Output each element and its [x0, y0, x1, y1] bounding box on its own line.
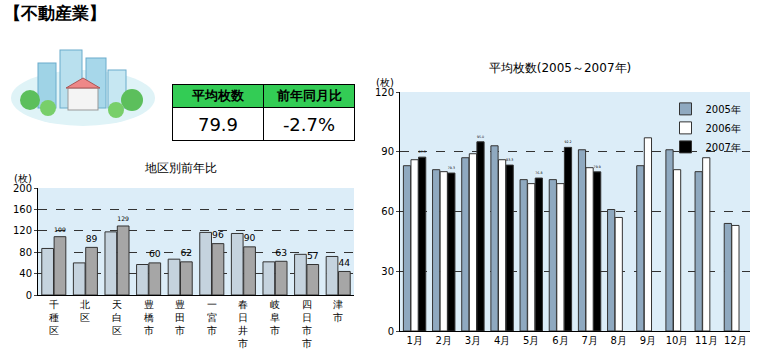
svg-text:津市: 津市 — [333, 299, 343, 323]
html-text:-2.7%: -2.7% — [282, 113, 336, 135]
svg-text:92.2: 92.2 — [564, 140, 571, 144]
svg-text:11月: 11月 — [695, 335, 718, 346]
svg-text:0: 0 — [388, 326, 394, 337]
svg-text:4月: 4月 — [494, 335, 510, 346]
svg-text:89: 89 — [86, 233, 98, 244]
svg-text:0: 0 — [26, 290, 32, 301]
svg-text:109: 109 — [54, 226, 66, 233]
svg-text:天白区: 天白区 — [112, 299, 122, 336]
svg-text:30: 30 — [381, 266, 394, 277]
svg-text:120: 120 — [375, 87, 394, 98]
svg-text:79.9: 79.9 — [594, 165, 601, 169]
svg-text:一宮市: 一宮市 — [207, 299, 217, 336]
svg-text:62: 62 — [181, 247, 193, 258]
svg-text:79.3: 79.3 — [448, 166, 455, 170]
svg-text:60: 60 — [149, 248, 161, 259]
svg-text:(枚): (枚) — [14, 173, 32, 184]
svg-text:春日井市: 春日井市 — [238, 299, 248, 349]
svg-text:40: 40 — [19, 268, 32, 279]
html-text:79.9: 79.9 — [198, 113, 238, 135]
svg-text:90: 90 — [244, 232, 256, 243]
svg-text:90: 90 — [381, 146, 394, 157]
html-text:前年同月比: 前年同月比 — [276, 88, 342, 103]
html-text:【不動産業】: 【不動産業】 — [4, 3, 106, 23]
svg-text:44: 44 — [339, 257, 351, 268]
svg-text:2006年: 2006年 — [706, 123, 741, 134]
svg-text:四日市市: 四日市市 — [302, 299, 312, 349]
svg-text:10月: 10月 — [666, 335, 689, 346]
svg-text:12月: 12月 — [724, 335, 747, 346]
svg-text:200: 200 — [13, 183, 32, 194]
svg-text:平均枚数(2005～2007年): 平均枚数(2005～2007年) — [489, 61, 631, 75]
html-text:平均枚数: 平均枚数 — [192, 88, 244, 103]
svg-text:6月: 6月 — [552, 335, 568, 346]
svg-text:千種区: 千種区 — [49, 299, 59, 336]
svg-text:7月: 7月 — [581, 335, 597, 346]
svg-text:2005年: 2005年 — [706, 104, 741, 115]
svg-text:5月: 5月 — [523, 335, 539, 346]
svg-text:9月: 9月 — [640, 335, 656, 346]
svg-text:83.3: 83.3 — [506, 158, 513, 162]
svg-text:63: 63 — [275, 247, 287, 258]
svg-text:地区別前年比: 地区別前年比 — [144, 161, 217, 175]
svg-text:(枚): (枚) — [376, 77, 394, 88]
svg-text:2007年: 2007年 — [706, 142, 741, 153]
svg-text:60: 60 — [381, 206, 394, 217]
svg-text:豊橋市: 豊橋市 — [144, 299, 154, 336]
svg-text:129: 129 — [117, 215, 129, 222]
svg-text:57: 57 — [307, 250, 319, 261]
svg-text:120: 120 — [13, 225, 32, 236]
svg-text:豊田市: 豊田市 — [175, 299, 185, 336]
svg-text:80: 80 — [19, 247, 32, 258]
svg-text:160: 160 — [13, 204, 32, 215]
svg-text:2月: 2月 — [436, 335, 452, 346]
svg-text:岐阜市: 岐阜市 — [270, 299, 280, 336]
svg-text:1月: 1月 — [406, 335, 422, 346]
svg-text:北区: 北区 — [80, 299, 90, 323]
svg-text:96: 96 — [212, 229, 224, 240]
svg-text:76.8: 76.8 — [535, 171, 542, 175]
svg-text:8月: 8月 — [611, 335, 627, 346]
svg-text:95.0: 95.0 — [477, 135, 484, 139]
svg-text:87.3: 87.3 — [419, 150, 426, 154]
svg-text:3月: 3月 — [465, 335, 481, 346]
